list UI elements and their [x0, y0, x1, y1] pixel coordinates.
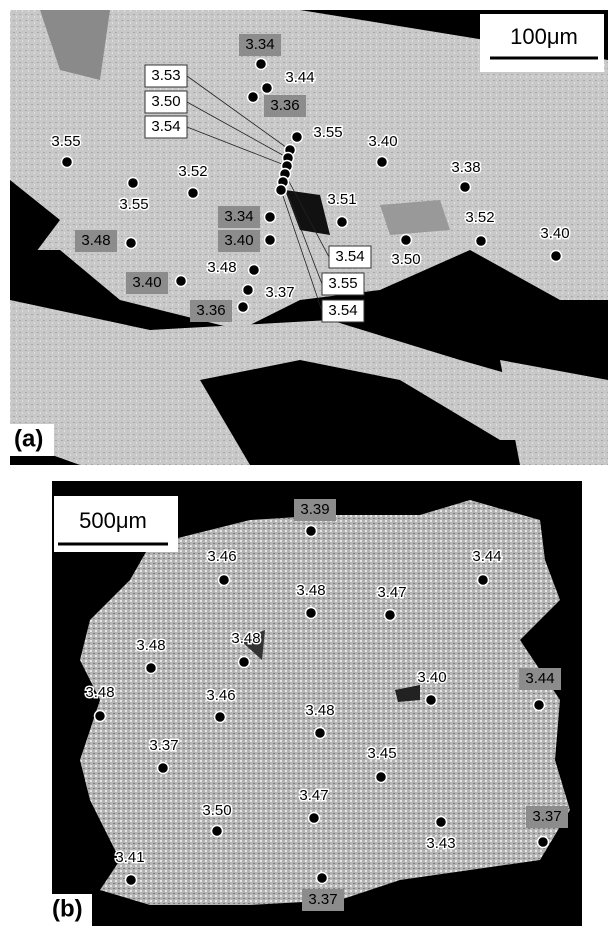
point-label: 3.37: [265, 284, 294, 301]
point-label: 3.43: [426, 835, 455, 852]
analysis-point: [476, 236, 487, 247]
point-label: 3.52: [465, 209, 494, 226]
analysis-point: [188, 188, 199, 199]
point-label: 3.48: [81, 232, 110, 249]
point-label: 3.37: [308, 891, 337, 908]
point-label: 3.50: [202, 802, 231, 819]
point-label: 3.44: [472, 548, 501, 565]
analysis-point: [551, 251, 562, 262]
analysis-point: [377, 157, 388, 168]
point-label: 3.47: [299, 787, 328, 804]
analysis-point: [265, 212, 276, 223]
point-label: 3.46: [207, 548, 236, 565]
analysis-point: [460, 182, 471, 193]
analysis-point: [306, 526, 317, 537]
analysis-point: [239, 657, 250, 668]
point-label: 3.52: [178, 163, 207, 180]
analysis-point: [262, 83, 273, 94]
analysis-point: [376, 772, 387, 783]
point-label: 3.36: [270, 97, 299, 114]
point-label: 3.54: [335, 248, 364, 265]
analysis-point: [212, 826, 223, 837]
panel-label: (b): [52, 895, 83, 922]
analysis-point: [126, 875, 137, 886]
point-label: 3.40: [540, 225, 569, 242]
analysis-point: [292, 132, 303, 143]
analysis-point: [306, 608, 317, 619]
point-label: 3.48: [231, 630, 260, 647]
analysis-point: [401, 235, 412, 246]
point-label: 3.47: [377, 584, 406, 601]
point-label: 3.40: [132, 274, 161, 291]
point-label: 3.54: [328, 302, 357, 319]
figure: 100μm (a) 3.34 3.44 3.36 3.55 3.40 3.38 3.55 3.52…: [0, 0, 608, 933]
point-label: 3.39: [300, 501, 329, 518]
scale-label: 500μm: [79, 508, 147, 533]
panel-label: (a): [14, 425, 43, 452]
analysis-point: [238, 302, 249, 313]
point-label: 3.48: [136, 637, 165, 654]
point-label: 3.45: [367, 745, 396, 762]
analysis-point: [534, 700, 545, 711]
point-label: 3.40: [417, 669, 446, 686]
point-label: 3.55: [328, 275, 357, 292]
analysis-point: [126, 238, 137, 249]
point-label: 3.34: [224, 208, 253, 225]
analysis-point: [176, 276, 187, 287]
analysis-point: [158, 763, 169, 774]
point-label: 3.48: [296, 582, 325, 599]
point-label: 3.40: [368, 133, 397, 150]
point-label: 3.41: [115, 849, 144, 866]
point-label: 3.48: [305, 702, 334, 719]
point-label: 3.36: [196, 302, 225, 319]
point-label: 3.51: [327, 191, 356, 208]
point-label: 3.44: [285, 69, 314, 86]
analysis-point: [436, 817, 447, 828]
analysis-point: [248, 92, 259, 103]
point-label: 3.44: [525, 670, 554, 687]
analysis-point: [146, 663, 157, 674]
analysis-point: [256, 59, 267, 70]
analysis-point: [249, 265, 260, 276]
point-label: 3.38: [451, 159, 480, 176]
point-label: 3.40: [224, 232, 253, 249]
point-label: 3.37: [149, 737, 178, 754]
analysis-point: [317, 873, 328, 884]
point-label: 3.48: [207, 259, 236, 276]
analysis-point: [478, 575, 489, 586]
point-label: 3.48: [85, 684, 114, 701]
point-label: 3.55: [119, 196, 148, 213]
point-label: 3.37: [532, 808, 561, 825]
point-label: 3.53: [151, 67, 180, 84]
analysis-point: [337, 217, 348, 228]
analysis-point: [265, 235, 276, 246]
analysis-point: [215, 712, 226, 723]
point-label: 3.55: [51, 133, 80, 150]
scale-label: 100μm: [510, 24, 578, 49]
analysis-point: [219, 575, 230, 586]
analysis-point: [385, 610, 396, 621]
analysis-point: [243, 285, 254, 296]
point-label: 3.54: [151, 118, 180, 135]
analysis-point: [276, 185, 287, 196]
analysis-point: [62, 157, 73, 168]
analysis-point: [315, 728, 326, 739]
analysis-point: [128, 178, 139, 189]
point-label: 3.50: [391, 251, 420, 268]
analysis-point: [538, 837, 549, 848]
point-label: 3.50: [151, 93, 180, 110]
analysis-point: [426, 695, 437, 706]
point-label: 3.34: [245, 36, 274, 53]
analysis-point: [309, 813, 320, 824]
point-label: 3.46: [206, 687, 235, 704]
point-label: 3.55: [313, 124, 342, 141]
analysis-point: [95, 711, 106, 722]
